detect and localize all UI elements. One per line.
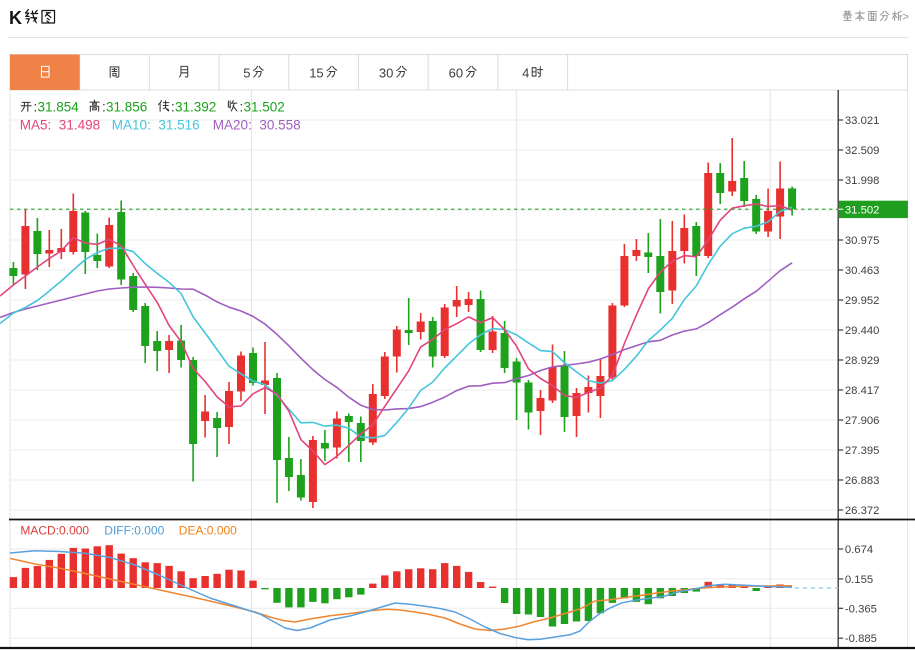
svg-text:31.502: 31.502 [244,100,285,115]
svg-text:-0.365: -0.365 [845,603,877,615]
svg-text:29.952: 29.952 [845,295,880,307]
svg-text:DIFF:0.000: DIFF:0.000 [104,524,164,538]
svg-text:MA20: 30.558: MA20: 30.558 [213,118,301,133]
svg-text:28.929: 28.929 [845,355,880,367]
svg-text:31.998: 31.998 [845,175,880,187]
svg-text:26.372: 26.372 [845,505,880,517]
svg-text::: : [34,100,38,115]
svg-text:5: 5 [243,66,250,81]
svg-text:15: 15 [309,66,323,81]
svg-text:-0.885: -0.885 [845,633,877,645]
svg-text:31.392: 31.392 [175,100,216,115]
svg-text:29.440: 29.440 [845,325,880,337]
svg-text:4: 4 [522,66,529,81]
svg-text:28.417: 28.417 [845,385,880,397]
svg-text:32.509: 32.509 [845,145,880,157]
svg-text:MACD:0.000: MACD:0.000 [20,524,89,538]
svg-text:31.854: 31.854 [38,100,80,115]
svg-text:0.155: 0.155 [845,574,873,586]
svg-text:30.463: 30.463 [845,265,880,277]
svg-text:27.906: 27.906 [845,415,880,427]
svg-text:DEA:0.000: DEA:0.000 [179,524,237,538]
svg-text:33.021: 33.021 [845,115,880,127]
svg-text:30: 30 [379,66,393,81]
svg-text::: : [171,100,175,115]
svg-text:30.975: 30.975 [845,235,880,247]
svg-text:31.856: 31.856 [106,100,147,115]
svg-text:26.883: 26.883 [845,475,880,487]
svg-text:60: 60 [449,66,463,81]
svg-text:>: > [902,10,909,24]
svg-text:31.502: 31.502 [845,204,880,216]
svg-text::: : [102,100,106,115]
svg-text:27.395: 27.395 [845,445,880,457]
svg-text:K: K [9,8,22,28]
svg-text:MA10: 31.516: MA10: 31.516 [112,118,200,133]
svg-text:0.674: 0.674 [845,544,873,556]
svg-text::: : [240,100,244,115]
svg-text:MA5: 31.498: MA5: 31.498 [20,118,100,133]
